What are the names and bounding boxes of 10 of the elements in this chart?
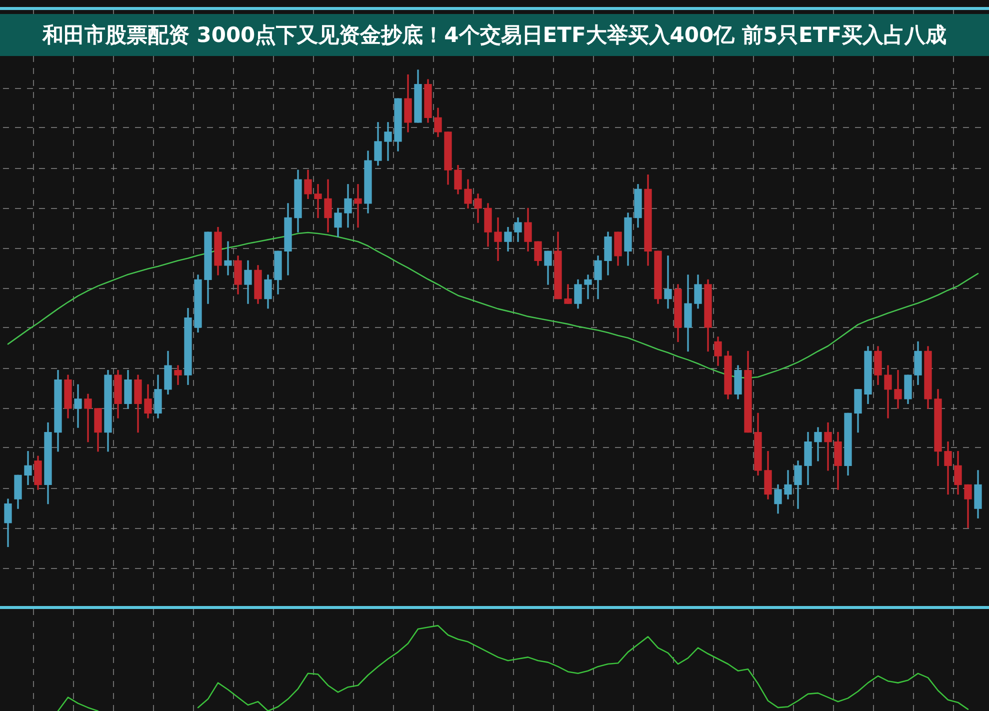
candlestick <box>354 184 362 228</box>
candlestick <box>824 422 832 471</box>
candlestick <box>84 394 92 442</box>
candlestick <box>584 274 592 300</box>
candlestick <box>224 241 232 276</box>
candlestick <box>74 384 82 428</box>
candlestick <box>314 184 322 218</box>
candlestick <box>494 217 502 261</box>
candlestick <box>894 370 902 409</box>
candlestick <box>664 256 672 309</box>
